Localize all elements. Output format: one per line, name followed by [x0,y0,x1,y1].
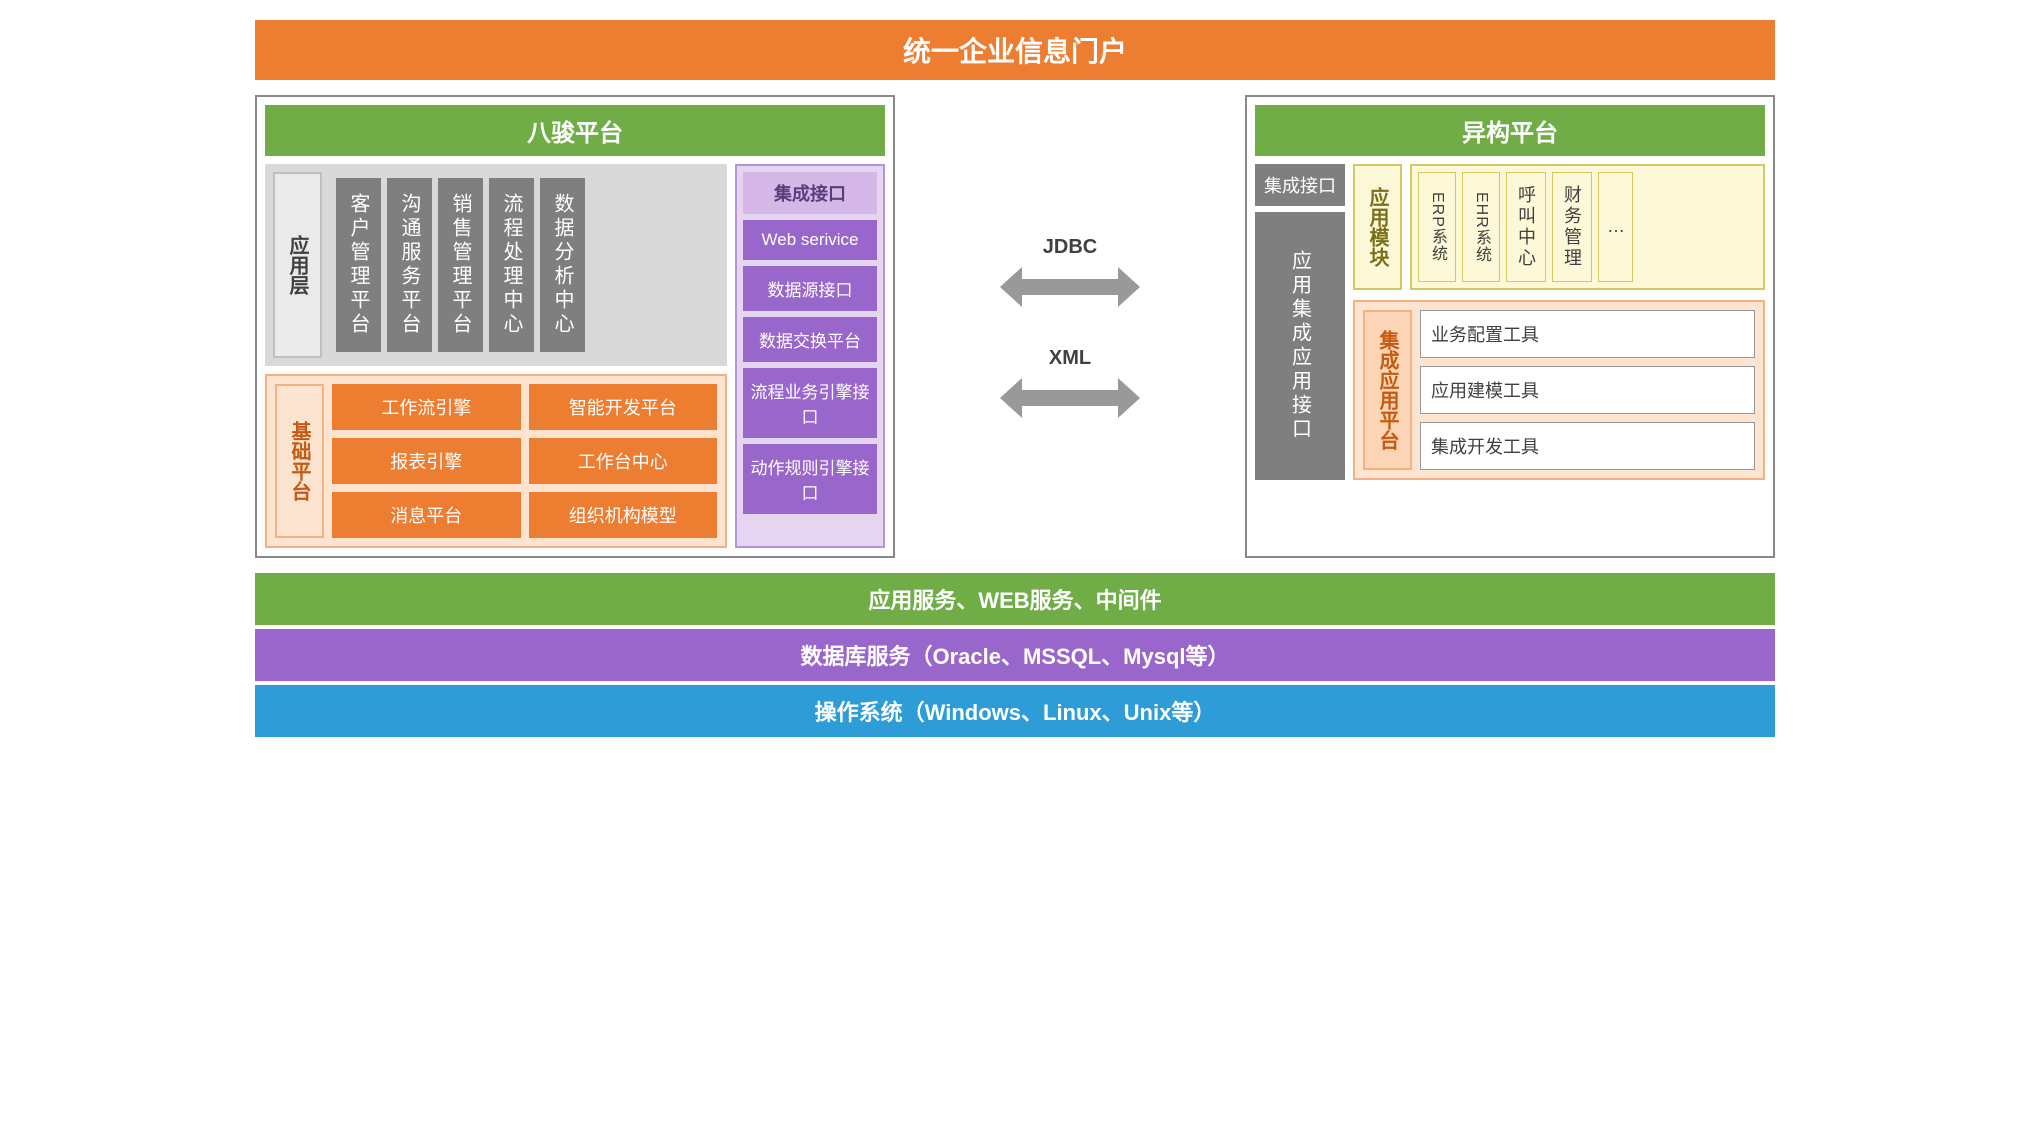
connector-label-top: JDBC [1043,236,1097,259]
left-platform-title: 八骏平台 [265,105,885,156]
base-item: 工作流引擎 [332,384,521,430]
base-item: 智能开发平台 [529,384,718,430]
bottom-bar-services: 应用服务、WEB服务、中间件 [255,573,1775,625]
module-col: 呼叫中心 [1506,172,1546,282]
module-col: 财务管理 [1552,172,1592,282]
integration-item: 数据源接口 [743,266,877,311]
bidirectional-arrow-icon [1000,378,1140,418]
app-module-section: 应用模块 ERP系统 EHR系统 呼叫中心 财务管理 … [1353,164,1765,290]
base-layer: 基础平台 工作流引擎 智能开发平台 报表引擎 工作台中心 消息平台 组织机构模型 [265,374,727,548]
integration-header: 集成接口 [743,172,877,214]
integration-platform-label: 集成应用平台 [1363,310,1412,470]
tool-item: 业务配置工具 [1420,310,1755,358]
app-layer: 应用层 客户管理平台 沟通服务平台 销售管理平台 流程处理中心 数据分析中心 [265,164,727,366]
left-platform: 八骏平台 应用层 客户管理平台 沟通服务平台 销售管理平台 流程处理中心 数据分… [255,95,895,558]
tool-item: 应用建模工具 [1420,366,1755,414]
bottom-bar-database: 数据库服务（Oracle、MSSQL、Mysql等） [255,629,1775,681]
base-item: 组织机构模型 [529,492,718,538]
connector: JDBC XML [895,95,1245,558]
module-col: … [1598,172,1633,282]
integration-item: 动作规则引擎接口 [743,444,877,514]
tool-item: 集成开发工具 [1420,422,1755,470]
integration-item: Web serivice [743,220,877,260]
right-integration-col: 应用集成应用接口 [1255,212,1345,480]
app-col: 客户管理平台 [336,178,381,352]
bidirectional-arrow-icon [1000,267,1140,307]
integration-platform-section: 集成应用平台 业务配置工具 应用建模工具 集成开发工具 [1353,300,1765,480]
right-platform: 异构平台 集成接口 应用集成应用接口 应用模块 ERP系统 EHR系统 呼叫中心… [1245,95,1775,558]
base-layer-label: 基础平台 [275,384,324,538]
bottom-bar-os: 操作系统（Windows、Linux、Unix等） [255,685,1775,737]
middle-section: 八骏平台 应用层 客户管理平台 沟通服务平台 销售管理平台 流程处理中心 数据分… [255,95,1775,558]
base-item: 报表引擎 [332,438,521,484]
integration-item: 数据交换平台 [743,317,877,362]
base-item: 工作台中心 [529,438,718,484]
module-col: EHR系统 [1462,172,1500,282]
app-col: 数据分析中心 [540,178,585,352]
module-col: ERP系统 [1418,172,1456,282]
right-integration-header: 集成接口 [1255,164,1345,206]
architecture-diagram: 统一企业信息门户 八骏平台 应用层 客户管理平台 沟通服务平台 销售管理平台 流… [255,20,1775,737]
app-module-label: 应用模块 [1353,164,1402,290]
app-col: 流程处理中心 [489,178,534,352]
integration-stack: 集成接口 Web serivice 数据源接口 数据交换平台 流程业务引擎接口 … [735,164,885,548]
right-platform-title: 异构平台 [1255,105,1765,156]
top-banner: 统一企业信息门户 [255,20,1775,80]
app-col: 销售管理平台 [438,178,483,352]
app-layer-label: 应用层 [273,172,322,358]
connector-label-bottom: XML [1049,347,1091,370]
app-col: 沟通服务平台 [387,178,432,352]
base-item: 消息平台 [332,492,521,538]
integration-item: 流程业务引擎接口 [743,368,877,438]
